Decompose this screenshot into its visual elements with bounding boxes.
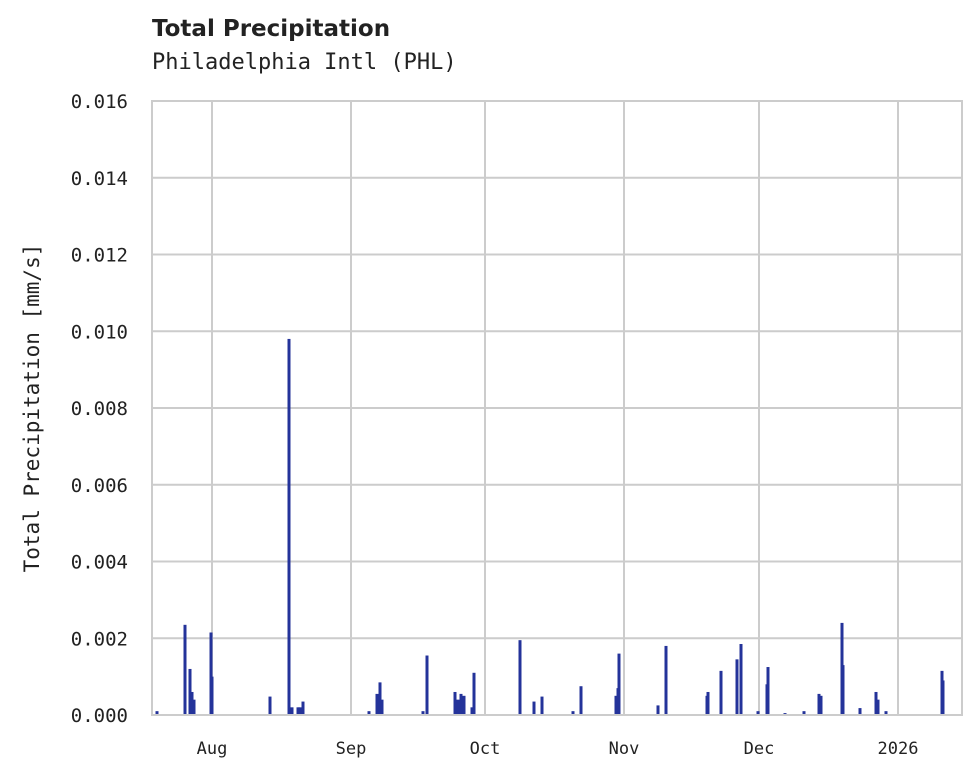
precipitation-bar <box>155 711 159 715</box>
precipitation-bar <box>817 693 821 715</box>
precipitation-bar <box>378 682 382 715</box>
precipitation-bar <box>540 696 544 715</box>
precipitation-bar <box>874 691 878 715</box>
chart-subtitle: Philadelphia Intl (PHL) <box>152 50 457 75</box>
precipitation-bar <box>301 701 305 715</box>
precipitation-bar <box>210 676 214 715</box>
precipitation-bar <box>472 672 476 715</box>
precipitation-bar <box>459 693 463 715</box>
precipitation-bar <box>884 711 888 715</box>
precipitation-bar <box>858 708 862 715</box>
precipitation-bar <box>296 707 300 715</box>
precipitation-bar <box>656 705 660 715</box>
y-tick-label: 0.014 <box>71 168 128 190</box>
y-tick-label: 0.010 <box>71 321 128 343</box>
precipitation-bar <box>617 653 621 715</box>
precipitation-bar <box>766 667 770 715</box>
y-tick-label: 0.002 <box>71 628 128 650</box>
precipitation-bar <box>421 711 425 715</box>
precipitation-bar <box>735 659 739 715</box>
precipitation-bar <box>456 699 460 715</box>
precipitation-bar <box>739 644 743 715</box>
y-axis-ticks: 0.000 0.002 0.004 0.006 0.008 0.010 0.012 0.014… <box>71 91 128 727</box>
precipitation-bar <box>380 699 384 715</box>
precipitation-bar <box>841 665 845 715</box>
precipitation-bars <box>155 338 945 715</box>
x-axis-ticks: Aug Sep Oct Nov Dec 2026 <box>197 739 919 759</box>
x-tick-label: Oct <box>470 739 501 759</box>
y-tick-label: 0.008 <box>71 398 128 420</box>
precipitation-bar <box>756 711 760 715</box>
plot-frame <box>151 100 963 716</box>
chart-title: Total Precipitation <box>152 16 391 42</box>
precipitation-bar <box>462 695 466 715</box>
y-tick-label: 0.016 <box>71 91 128 113</box>
precipitation-bar <box>579 686 583 715</box>
precipitation-bar <box>183 624 187 715</box>
y-tick-label: 0.000 <box>71 705 128 727</box>
precipitation-bar <box>209 632 213 715</box>
precipitation-bar <box>719 670 723 715</box>
precipitation-bar <box>518 640 522 715</box>
precipitation-bar <box>425 655 429 715</box>
x-tick-label: Nov <box>609 739 640 759</box>
y-tick-label: 0.006 <box>71 475 128 497</box>
precipitation-bar <box>802 711 806 715</box>
x-tick-label: 2026 <box>878 739 919 759</box>
precipitation-bar <box>470 707 474 715</box>
precipitation-bar <box>375 693 379 715</box>
gridlines <box>152 100 962 716</box>
precipitation-bar <box>614 695 618 715</box>
precipitation-bar <box>290 707 294 715</box>
precipitation-bar <box>706 691 710 715</box>
precipitation-bar <box>268 696 272 715</box>
precipitation-bar <box>287 338 291 715</box>
precipitation-bar <box>453 691 457 715</box>
precipitation-bar <box>571 711 575 715</box>
x-tick-label: Sep <box>336 739 367 759</box>
y-tick-label: 0.012 <box>71 245 128 267</box>
precipitation-bar <box>941 680 945 715</box>
y-tick-label: 0.004 <box>71 552 128 574</box>
precipitation-bar <box>532 701 536 715</box>
precipitation-bar <box>188 668 192 715</box>
precipitation-bar <box>367 711 371 715</box>
precipitation-bar <box>192 699 196 715</box>
x-tick-label: Dec <box>744 739 775 759</box>
precipitation-bar <box>190 691 194 715</box>
precipitation-bar <box>298 707 302 715</box>
precipitation-bar <box>876 699 880 715</box>
x-tick-label: Aug <box>197 739 228 759</box>
precipitation-bar <box>664 645 668 715</box>
precipitation-bar <box>819 695 823 715</box>
